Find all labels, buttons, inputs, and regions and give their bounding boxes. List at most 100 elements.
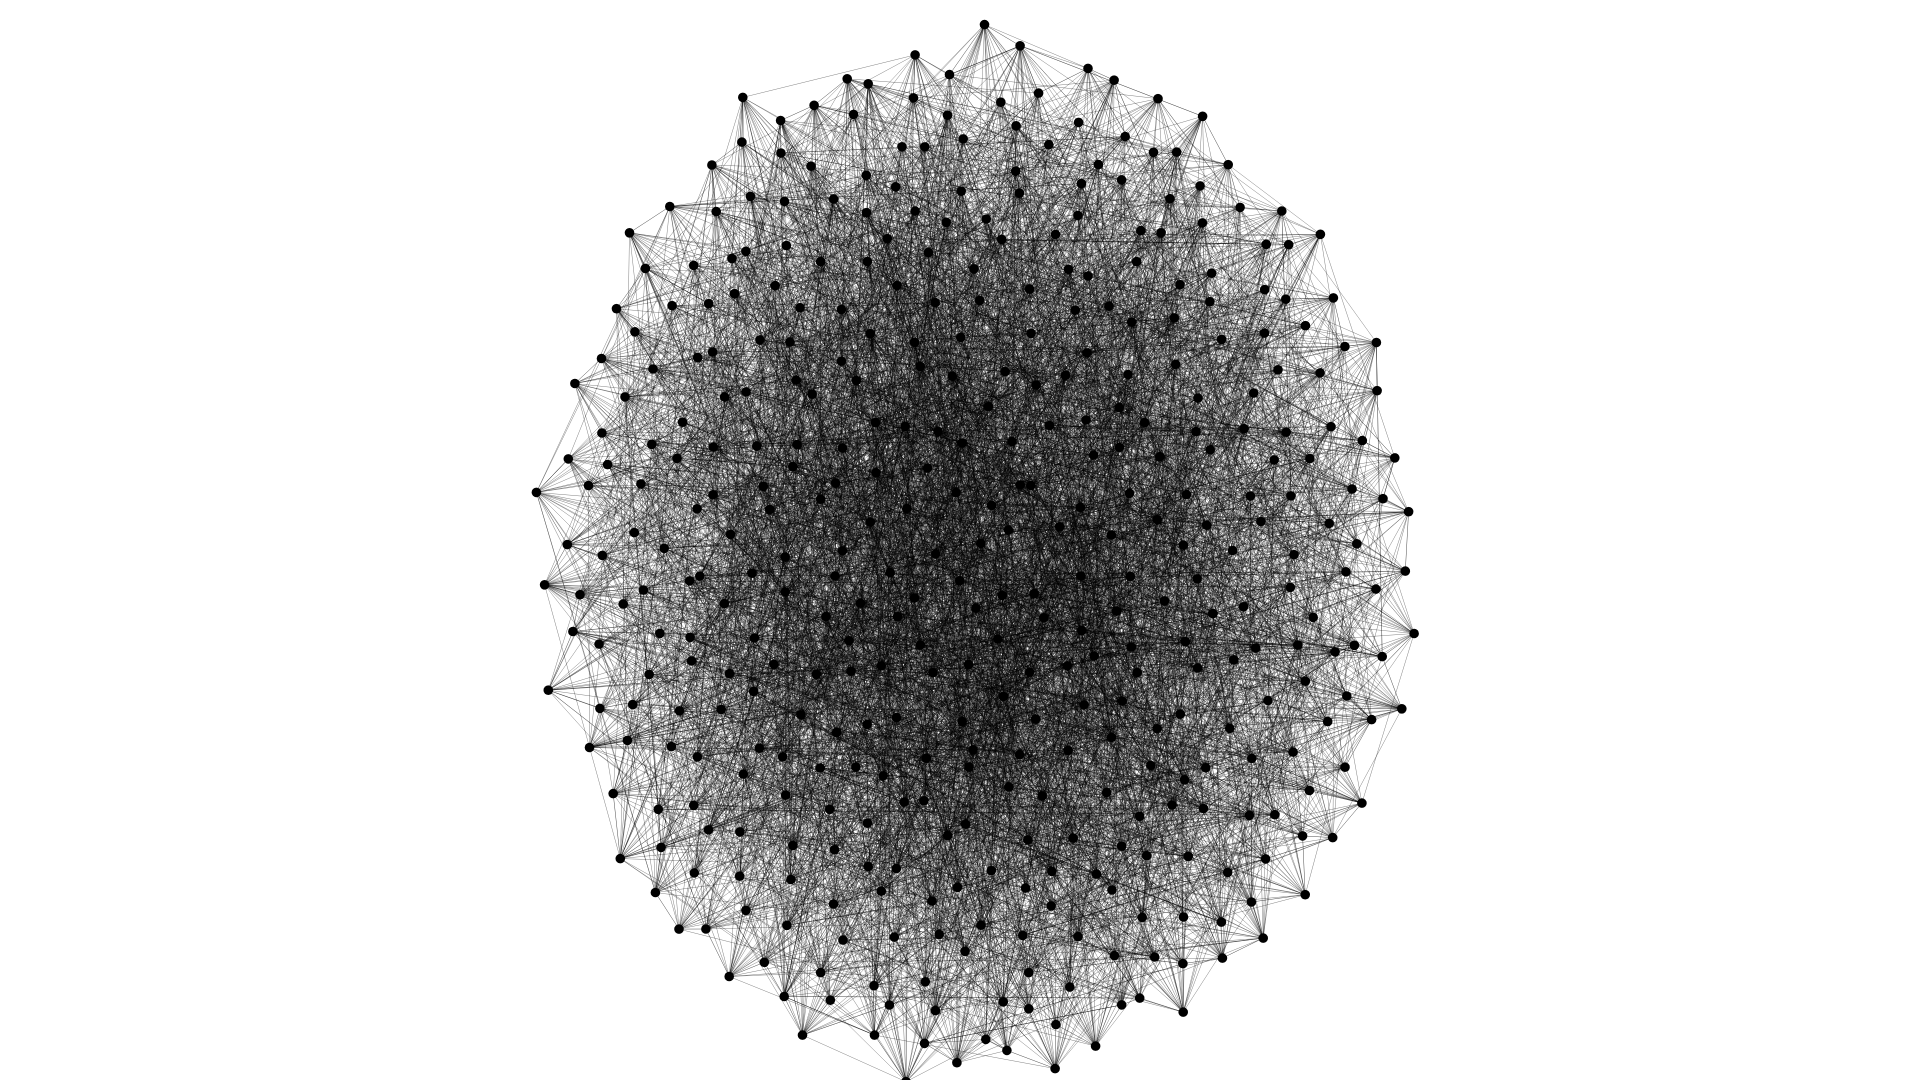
graph-edge [866,175,890,1006]
graph-edge [830,210,1282,1001]
graph-edge [870,185,1201,334]
graph-edge [896,717,1303,837]
graph-edge [624,396,882,666]
graph-edge [607,464,1004,1003]
graph-edge [1188,814,1275,857]
graph-edge [810,166,1117,612]
graph-edge [607,464,1355,646]
graph-edge [799,307,926,982]
graph-edge [963,138,1211,302]
graph-edge [1075,310,1311,459]
graph-edge [579,591,786,595]
graph-edge [853,114,975,270]
graph-edge [780,152,1234,660]
graph-edge [925,937,1264,983]
graph-edge [602,426,906,556]
graph-edge [1179,284,1184,1013]
graph-edge [652,368,1355,646]
graph-edge [601,396,725,434]
graph-edge [784,591,821,973]
graph-edge [935,222,1203,1011]
graph-edge [602,555,925,1044]
graph-edge [991,505,1122,1005]
graph-edge [1020,325,1306,486]
graph-edge [632,301,1211,705]
graph-edge [920,458,1310,646]
graph-edge [901,97,914,147]
graph-edge [780,152,1267,245]
graph-edge [745,251,844,941]
graph-edge [960,191,1026,889]
graph-edge [1078,122,1154,153]
graph-edge [693,185,1201,806]
graph-edge [847,78,1201,187]
graph-edge [841,136,1126,362]
graph-edge [634,331,698,358]
graph-edge [873,704,1085,986]
graph-edge [1121,179,1276,815]
graph-edge [745,580,960,911]
graph-edge [660,120,781,848]
graph-edge [842,940,906,1080]
graph-edge [599,708,1029,1009]
graph-edge [780,152,1332,427]
graph-edge [889,937,895,1006]
graph-edge [745,910,890,1006]
graph-edge [785,556,1204,809]
graph-edge [1000,102,1298,646]
graph-edge [985,441,1013,1040]
graph-edge [1087,68,1346,347]
graph-edge [602,396,626,556]
graph-edge [1274,814,1303,837]
graph-edge [759,186,896,341]
graph-edge [548,689,1222,923]
graph-edge [682,105,815,423]
graph-edge [658,700,1269,810]
graph-edge [660,366,921,848]
graph-edge [1239,207,1287,300]
graph-edge [1186,494,1310,791]
graph-edge [1183,790,1310,918]
graph-edge [1153,152,1286,300]
graph-edge [1197,578,1347,697]
graph-edge [790,146,903,880]
graph-edge [984,24,1353,490]
graph-edge [750,196,926,982]
graph-edge [1028,543,1357,1009]
graph-edge [693,265,714,495]
graph-edge [866,175,1112,738]
graph-edge [634,331,981,544]
graph-edge [873,426,1332,986]
graph-edge [712,351,765,963]
graph-edge [1028,575,1082,1009]
graph-edge [1305,440,1363,682]
graph-edge [716,211,842,310]
graph-edge [913,97,975,269]
graph-edge [568,146,903,460]
graph-edge [873,45,1021,986]
graph-edge [915,136,1126,212]
graph-edge [658,809,662,848]
graph-edge [856,244,1267,381]
graph-edge [620,858,831,1001]
graph-edge [1290,342,1377,497]
graph-edge [1111,317,1175,738]
graph-edge [1055,921,1222,1025]
graph-edge [588,244,1289,486]
graph-edge [914,342,1113,891]
graph-edge [624,196,751,398]
graph-edge [616,152,1154,309]
graph-edge [938,333,1032,935]
graph-edge [949,74,1321,374]
graph-edge [589,747,936,1011]
graph-edge [842,325,1306,449]
graph-edge [833,122,1079,200]
graph-edge [721,709,830,810]
graph-edge [601,426,1332,434]
graph-edge [708,105,815,304]
graph-edge [1285,299,1330,524]
graph-edge [601,302,936,434]
graph-edge [984,24,1357,544]
graph-edge [1106,792,1147,856]
graph-edge [1160,232,1321,374]
